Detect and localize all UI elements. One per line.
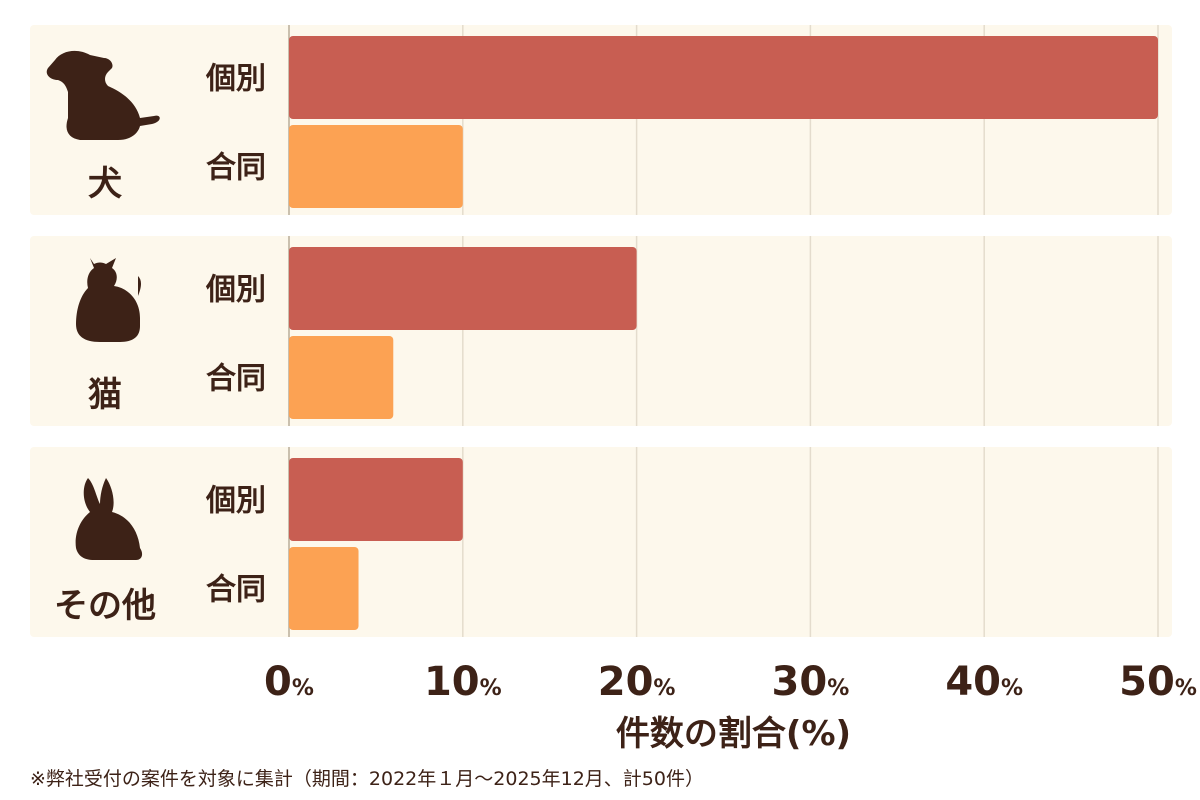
bar-1-0 (289, 247, 637, 330)
x-tick-number: 20 (598, 659, 654, 705)
bar-0-0 (289, 36, 1158, 119)
x-tick-unit: % (480, 676, 502, 701)
x-tick-label: 40% (945, 659, 1023, 705)
bar-2-0 (289, 458, 463, 541)
x-tick-label: 30% (772, 659, 850, 705)
x-tick-number: 10 (424, 659, 480, 705)
x-axis-label: 件数の割合(%) (616, 714, 851, 754)
x-tick-number: 50 (1119, 659, 1175, 705)
x-tick-unit: % (1001, 676, 1023, 701)
cat-icon (76, 258, 141, 342)
footnote: ※弊社受付の案件を対象に集計（期間：2022年１月〜2025年12月、計50件） (30, 768, 704, 790)
bar-label: 合同 (206, 362, 266, 397)
bar-label: 合同 (206, 151, 266, 186)
group-label: 猫 (88, 375, 122, 415)
x-tick-number: 40 (945, 659, 1001, 705)
x-tick-unit: % (292, 676, 314, 701)
x-tick-number: 0 (264, 659, 292, 705)
x-tick-label: 0% (264, 659, 314, 705)
bar-1-1 (289, 336, 394, 419)
x-tick-label: 20% (598, 659, 676, 705)
group-panel (30, 447, 1172, 637)
group-label: その他 (54, 586, 156, 626)
x-tick-label: 10% (424, 659, 502, 705)
bar-label: 個別 (205, 62, 266, 97)
x-tick-label: 50% (1119, 659, 1197, 705)
x-tick-unit: % (653, 676, 675, 701)
x-tick-unit: % (827, 676, 849, 701)
rabbit-icon (75, 478, 143, 560)
x-tick-unit: % (1175, 676, 1197, 701)
bar-0-1 (289, 125, 463, 208)
x-tick-number: 30 (772, 659, 828, 705)
dog-icon (46, 50, 160, 140)
bar-label: 個別 (205, 273, 266, 308)
group-label: 犬 (88, 164, 122, 204)
bar-2-1 (289, 547, 359, 630)
bar-label: 個別 (205, 484, 266, 519)
bar-label: 合同 (206, 573, 266, 608)
